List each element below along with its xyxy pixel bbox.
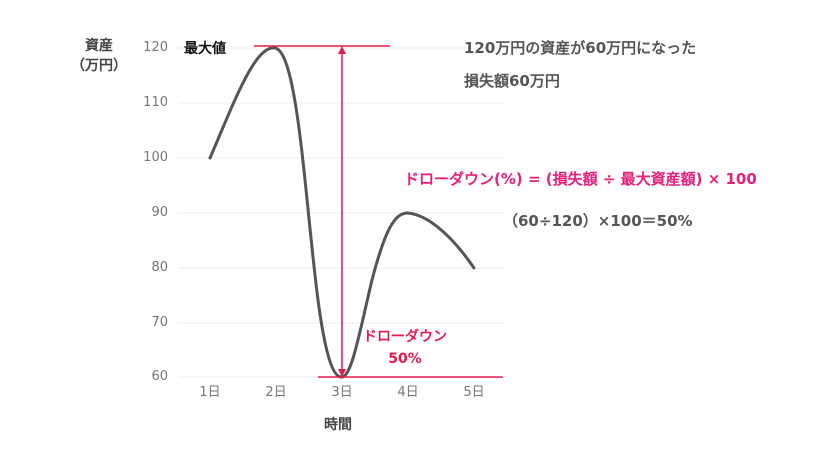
y-tick: 70 xyxy=(151,315,168,330)
note-loss-amount: 損失額60万円 xyxy=(464,72,560,90)
y-axis-title-line2: （万円） xyxy=(71,58,127,74)
drawdown-calculation: （60÷120）×100＝50% xyxy=(503,212,693,230)
y-tick: 80 xyxy=(151,260,168,275)
y-tick: 90 xyxy=(151,205,168,220)
note-asset-change: 120万円の資産が60万円になった xyxy=(464,39,697,57)
arrow-head-up-icon xyxy=(338,46,346,54)
y-tick: 110 xyxy=(143,95,168,110)
y-axis-title-line1: 資産 xyxy=(85,38,113,54)
x-tick: 1日 xyxy=(199,385,221,400)
x-tick: 3日 xyxy=(331,385,353,400)
x-tick: 2日 xyxy=(265,385,287,400)
x-axis-title: 時間 xyxy=(324,417,352,433)
x-tick: 4日 xyxy=(397,385,419,400)
y-tick: 120 xyxy=(143,40,168,55)
asset-line xyxy=(208,46,476,379)
y-tick: 60 xyxy=(151,369,168,384)
max-value-label: 最大値 xyxy=(184,41,226,57)
drawdown-formula: ドローダウン(%) = (損失額 ÷ 最大資産額) × 100 xyxy=(404,170,757,188)
x-tick: 5日 xyxy=(463,385,485,400)
y-axis-title: 資産 （万円） xyxy=(64,36,134,76)
drawdown-percent: 50% xyxy=(388,351,422,367)
arrow-head-down-icon xyxy=(338,369,346,377)
y-tick: 100 xyxy=(143,150,168,165)
drawdown-label: ドローダウン 50% xyxy=(350,326,460,370)
drawdown-label-text: ドローダウン xyxy=(363,329,447,345)
